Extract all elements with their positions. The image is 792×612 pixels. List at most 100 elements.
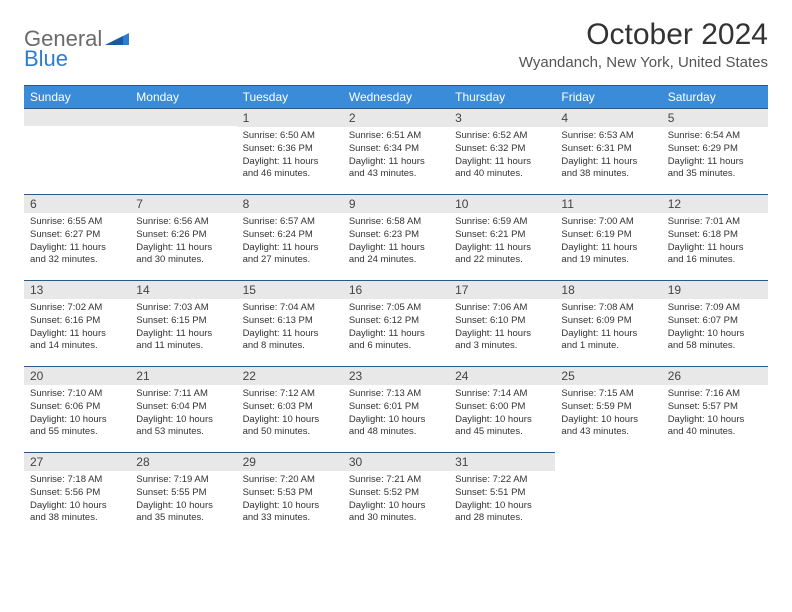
calendar-day-cell: 4Sunrise: 6:53 AMSunset: 6:31 PMDaylight…	[555, 108, 661, 194]
weekday-header: Friday	[555, 86, 661, 109]
logo-text-blue: Blue	[24, 46, 68, 71]
day-details: Sunrise: 7:05 AMSunset: 6:12 PMDaylight:…	[343, 299, 449, 366]
month-title: October 2024	[519, 18, 768, 52]
calendar-day-cell: 24Sunrise: 7:14 AMSunset: 6:00 PMDayligh…	[449, 366, 555, 452]
day-details: Sunrise: 6:58 AMSunset: 6:23 PMDaylight:…	[343, 213, 449, 280]
calendar-day-cell: 9Sunrise: 6:58 AMSunset: 6:23 PMDaylight…	[343, 194, 449, 280]
calendar-week-row: 13Sunrise: 7:02 AMSunset: 6:16 PMDayligh…	[24, 280, 768, 366]
calendar-week-row: 6Sunrise: 6:55 AMSunset: 6:27 PMDaylight…	[24, 194, 768, 280]
day-number: 2	[343, 108, 449, 127]
day-number: 12	[662, 194, 768, 213]
calendar-day-cell: 10Sunrise: 6:59 AMSunset: 6:21 PMDayligh…	[449, 194, 555, 280]
weekday-header: Tuesday	[237, 86, 343, 109]
day-number: 24	[449, 366, 555, 385]
day-number: 23	[343, 366, 449, 385]
day-number: 26	[662, 366, 768, 385]
calendar-day-cell: 5Sunrise: 6:54 AMSunset: 6:29 PMDaylight…	[662, 108, 768, 194]
day-number: 17	[449, 280, 555, 299]
day-details: Sunrise: 7:19 AMSunset: 5:55 PMDaylight:…	[130, 471, 236, 538]
calendar-day-cell: 17Sunrise: 7:06 AMSunset: 6:10 PMDayligh…	[449, 280, 555, 366]
calendar-day-cell: 20Sunrise: 7:10 AMSunset: 6:06 PMDayligh…	[24, 366, 130, 452]
calendar-day-cell: 25Sunrise: 7:15 AMSunset: 5:59 PMDayligh…	[555, 366, 661, 452]
day-number: 7	[130, 194, 236, 213]
day-details: Sunrise: 7:08 AMSunset: 6:09 PMDaylight:…	[555, 299, 661, 366]
calendar-day-cell: 31Sunrise: 7:22 AMSunset: 5:51 PMDayligh…	[449, 452, 555, 538]
day-number: 8	[237, 194, 343, 213]
calendar-body: 1Sunrise: 6:50 AMSunset: 6:36 PMDaylight…	[24, 108, 768, 538]
calendar-day-cell: 28Sunrise: 7:19 AMSunset: 5:55 PMDayligh…	[130, 452, 236, 538]
day-details: Sunrise: 7:14 AMSunset: 6:00 PMDaylight:…	[449, 385, 555, 452]
weekday-header: Sunday	[24, 86, 130, 109]
calendar-day-cell: 26Sunrise: 7:16 AMSunset: 5:57 PMDayligh…	[662, 366, 768, 452]
calendar-day-cell: 15Sunrise: 7:04 AMSunset: 6:13 PMDayligh…	[237, 280, 343, 366]
day-number: 14	[130, 280, 236, 299]
calendar-day-cell: 19Sunrise: 7:09 AMSunset: 6:07 PMDayligh…	[662, 280, 768, 366]
calendar-day-cell: 22Sunrise: 7:12 AMSunset: 6:03 PMDayligh…	[237, 366, 343, 452]
calendar-week-row: 20Sunrise: 7:10 AMSunset: 6:06 PMDayligh…	[24, 366, 768, 452]
calendar-day-cell: 1Sunrise: 6:50 AMSunset: 6:36 PMDaylight…	[237, 108, 343, 194]
day-details: Sunrise: 7:02 AMSunset: 6:16 PMDaylight:…	[24, 299, 130, 366]
day-details: Sunrise: 7:21 AMSunset: 5:52 PMDaylight:…	[343, 471, 449, 538]
calendar-day-cell: 6Sunrise: 6:55 AMSunset: 6:27 PMDaylight…	[24, 194, 130, 280]
day-details: Sunrise: 6:57 AMSunset: 6:24 PMDaylight:…	[237, 213, 343, 280]
calendar-table: Sunday Monday Tuesday Wednesday Thursday…	[24, 85, 768, 538]
calendar-week-row: 27Sunrise: 7:18 AMSunset: 5:56 PMDayligh…	[24, 452, 768, 538]
calendar-day-cell: 13Sunrise: 7:02 AMSunset: 6:16 PMDayligh…	[24, 280, 130, 366]
title-block: October 2024 Wyandanch, New York, United…	[519, 18, 768, 71]
location: Wyandanch, New York, United States	[519, 54, 768, 71]
day-number: 27	[24, 452, 130, 471]
calendar-week-row: 1Sunrise: 6:50 AMSunset: 6:36 PMDaylight…	[24, 108, 768, 194]
day-number: 18	[555, 280, 661, 299]
day-number: 10	[449, 194, 555, 213]
calendar-day-cell: 11Sunrise: 7:00 AMSunset: 6:19 PMDayligh…	[555, 194, 661, 280]
weekday-header-row: Sunday Monday Tuesday Wednesday Thursday…	[24, 86, 768, 109]
calendar-day-cell: 23Sunrise: 7:13 AMSunset: 6:01 PMDayligh…	[343, 366, 449, 452]
calendar-day-cell: 8Sunrise: 6:57 AMSunset: 6:24 PMDaylight…	[237, 194, 343, 280]
day-number: 22	[237, 366, 343, 385]
day-number: 29	[237, 452, 343, 471]
day-details: Sunrise: 6:51 AMSunset: 6:34 PMDaylight:…	[343, 127, 449, 194]
day-details: Sunrise: 7:18 AMSunset: 5:56 PMDaylight:…	[24, 471, 130, 538]
calendar-day-cell	[662, 452, 768, 538]
day-details: Sunrise: 6:52 AMSunset: 6:32 PMDaylight:…	[449, 127, 555, 194]
calendar-day-cell: 16Sunrise: 7:05 AMSunset: 6:12 PMDayligh…	[343, 280, 449, 366]
calendar-page: General October 2024 Wyandanch, New York…	[0, 0, 792, 556]
day-details: Sunrise: 6:54 AMSunset: 6:29 PMDaylight:…	[662, 127, 768, 194]
day-details: Sunrise: 7:15 AMSunset: 5:59 PMDaylight:…	[555, 385, 661, 452]
day-details: Sunrise: 7:20 AMSunset: 5:53 PMDaylight:…	[237, 471, 343, 538]
day-number: 19	[662, 280, 768, 299]
day-details: Sunrise: 6:55 AMSunset: 6:27 PMDaylight:…	[24, 213, 130, 280]
calendar-day-cell: 2Sunrise: 6:51 AMSunset: 6:34 PMDaylight…	[343, 108, 449, 194]
calendar-day-cell: 3Sunrise: 6:52 AMSunset: 6:32 PMDaylight…	[449, 108, 555, 194]
calendar-day-cell	[24, 108, 130, 194]
calendar-day-cell	[130, 108, 236, 194]
day-details: Sunrise: 7:00 AMSunset: 6:19 PMDaylight:…	[555, 213, 661, 280]
day-details: Sunrise: 7:03 AMSunset: 6:15 PMDaylight:…	[130, 299, 236, 366]
day-number: 13	[24, 280, 130, 299]
day-details: Sunrise: 7:04 AMSunset: 6:13 PMDaylight:…	[237, 299, 343, 366]
calendar-day-cell: 27Sunrise: 7:18 AMSunset: 5:56 PMDayligh…	[24, 452, 130, 538]
calendar-day-cell: 21Sunrise: 7:11 AMSunset: 6:04 PMDayligh…	[130, 366, 236, 452]
header: General October 2024 Wyandanch, New York…	[24, 18, 768, 71]
calendar-day-cell	[555, 452, 661, 538]
calendar-day-cell: 14Sunrise: 7:03 AMSunset: 6:15 PMDayligh…	[130, 280, 236, 366]
day-details: Sunrise: 7:12 AMSunset: 6:03 PMDaylight:…	[237, 385, 343, 452]
day-number: 1	[237, 108, 343, 127]
logo-triangle-icon	[105, 29, 129, 45]
day-number: 31	[449, 452, 555, 471]
calendar-day-cell: 12Sunrise: 7:01 AMSunset: 6:18 PMDayligh…	[662, 194, 768, 280]
day-number: 15	[237, 280, 343, 299]
calendar-day-cell: 7Sunrise: 6:56 AMSunset: 6:26 PMDaylight…	[130, 194, 236, 280]
day-number: 21	[130, 366, 236, 385]
day-details: Sunrise: 7:11 AMSunset: 6:04 PMDaylight:…	[130, 385, 236, 452]
day-number: 5	[662, 108, 768, 127]
day-details: Sunrise: 6:56 AMSunset: 6:26 PMDaylight:…	[130, 213, 236, 280]
day-number: 11	[555, 194, 661, 213]
day-number: 6	[24, 194, 130, 213]
day-details: Sunrise: 6:53 AMSunset: 6:31 PMDaylight:…	[555, 127, 661, 194]
day-details: Sunrise: 6:59 AMSunset: 6:21 PMDaylight:…	[449, 213, 555, 280]
day-details: Sunrise: 7:06 AMSunset: 6:10 PMDaylight:…	[449, 299, 555, 366]
day-number: 20	[24, 366, 130, 385]
day-details: Sunrise: 7:01 AMSunset: 6:18 PMDaylight:…	[662, 213, 768, 280]
day-number: 28	[130, 452, 236, 471]
